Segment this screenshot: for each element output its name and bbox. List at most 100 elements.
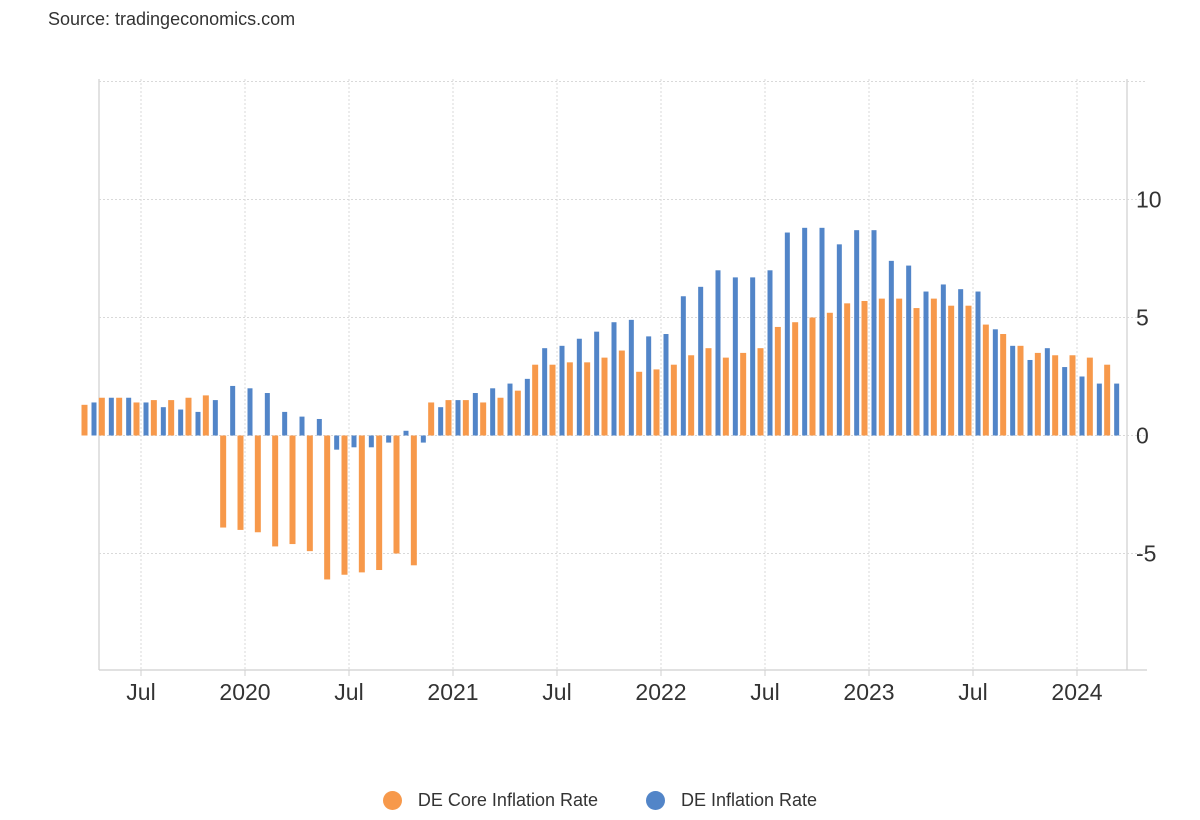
bar-inflation	[542, 348, 548, 436]
bar-inflation	[594, 331, 600, 436]
bar-inflation	[854, 230, 860, 436]
bar-inflation	[906, 265, 912, 436]
bar-inflation	[212, 400, 218, 436]
y-tick-label: -5	[1136, 541, 1156, 567]
bar-core-inflation	[1017, 345, 1024, 436]
bar-core-inflation	[202, 395, 209, 436]
bar-inflation	[368, 435, 374, 448]
bar-core-inflation	[1086, 357, 1093, 436]
bar-core-inflation	[324, 435, 331, 580]
bar-core-inflation	[462, 400, 469, 436]
x-tick-label: Jul	[126, 679, 155, 705]
bar-inflation	[819, 227, 825, 436]
bar-inflation	[628, 319, 634, 436]
y-tick-label: 10	[1136, 187, 1162, 213]
legend-marker-headline	[646, 791, 665, 810]
bar-core-inflation	[116, 397, 123, 436]
y-tick-label: 0	[1136, 423, 1149, 449]
x-tick-label: 2021	[427, 679, 478, 705]
bar-core-inflation	[358, 435, 365, 573]
bar-inflation	[715, 270, 721, 436]
bar-core-inflation	[688, 355, 695, 436]
bar-core-inflation	[948, 305, 955, 436]
bar-core-inflation	[757, 348, 764, 436]
bar-core-inflation	[705, 348, 712, 436]
bar-core-inflation	[168, 400, 175, 436]
bar-inflation	[316, 418, 322, 436]
bar-inflation	[992, 329, 998, 436]
x-tick-label: Jul	[334, 679, 363, 705]
legend-marker-core	[382, 791, 402, 810]
bar-inflation	[784, 232, 790, 436]
bar-inflation	[403, 430, 409, 436]
bar-inflation	[663, 334, 669, 436]
bar-inflation	[1027, 359, 1033, 436]
bar-inflation	[91, 402, 97, 436]
bar-core-inflation	[982, 324, 989, 436]
bar-core-inflation	[1052, 355, 1059, 436]
bar-inflation	[195, 411, 201, 436]
bar-core-inflation	[532, 364, 539, 436]
bar-inflation	[126, 397, 132, 436]
bar-core-inflation	[896, 298, 903, 436]
x-tick-label: 2022	[635, 679, 686, 705]
bar-inflation	[282, 411, 288, 436]
bar-core-inflation	[98, 397, 105, 436]
bar-core-inflation	[636, 371, 643, 436]
bar-inflation	[802, 227, 808, 436]
bar-core-inflation	[566, 362, 573, 436]
bar-core-inflation	[826, 312, 833, 436]
bar-core-inflation	[878, 298, 885, 436]
bar-core-inflation	[480, 402, 487, 436]
bar-inflation	[351, 435, 357, 448]
bar-core-inflation	[618, 350, 625, 436]
bar-inflation	[871, 230, 877, 436]
bar-inflation	[576, 338, 582, 436]
legend-item-core[interactable]: DE Core Inflation Rate	[382, 790, 598, 811]
bar-core-inflation	[220, 435, 227, 528]
bar-core-inflation	[1104, 364, 1111, 436]
bar-inflation	[888, 260, 894, 436]
bar-core-inflation	[254, 435, 261, 533]
bar-core-inflation	[844, 303, 851, 436]
bar-core-inflation	[272, 435, 279, 547]
bar-core-inflation	[289, 435, 296, 545]
bar-inflation	[472, 393, 478, 436]
bar-core-inflation	[792, 322, 799, 436]
bar-inflation	[247, 388, 253, 436]
bar-inflation	[698, 286, 704, 436]
legend-item-headline[interactable]: DE Inflation Rate	[646, 790, 817, 811]
bar-core-inflation	[376, 435, 383, 571]
x-tick-label: Jul	[958, 679, 987, 705]
bar-core-inflation	[497, 397, 504, 436]
bar-core-inflation	[428, 402, 435, 436]
bar-core-inflation	[722, 357, 729, 436]
bar-inflation	[732, 277, 738, 436]
bar-inflation	[680, 296, 686, 436]
bar-inflation	[490, 388, 496, 436]
bar-core-inflation	[393, 435, 400, 554]
bar-core-inflation	[861, 300, 868, 436]
bar-inflation	[455, 400, 461, 436]
bar-core-inflation	[341, 435, 348, 575]
bar-inflation	[836, 244, 842, 436]
bar-core-inflation	[809, 317, 816, 436]
bar-inflation	[767, 270, 773, 436]
bar-core-inflation	[81, 404, 88, 436]
bar-core-inflation	[584, 362, 591, 436]
bar-core-inflation	[1034, 352, 1041, 436]
x-tick-label: Jul	[542, 679, 571, 705]
x-tick-label: 2024	[1051, 679, 1102, 705]
bar-inflation	[750, 277, 756, 436]
bar-inflation	[420, 435, 426, 443]
bar-core-inflation	[133, 402, 140, 436]
bar-inflation	[1114, 383, 1120, 436]
bar-core-inflation	[653, 369, 660, 436]
bar-core-inflation	[1000, 334, 1007, 436]
x-tick-label: Jul	[750, 679, 779, 705]
bar-inflation	[524, 378, 530, 436]
x-tick-label: 2020	[219, 679, 270, 705]
bar-inflation	[143, 402, 149, 436]
bar-core-inflation	[1069, 355, 1076, 436]
legend-label-core: DE Core Inflation Rate	[417, 790, 598, 810]
